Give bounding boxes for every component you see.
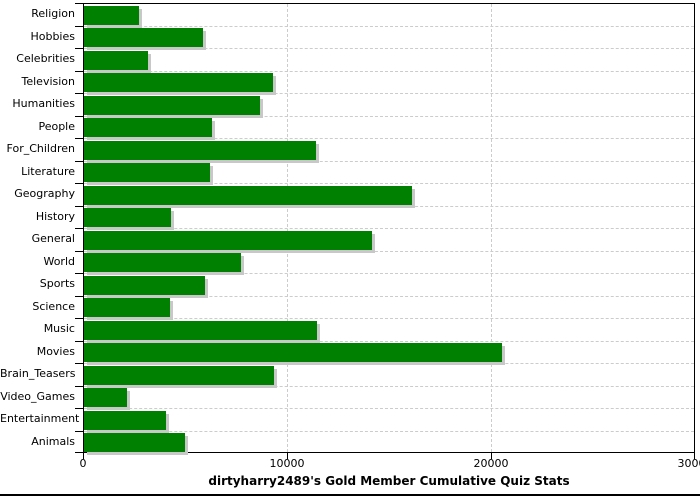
y-axis-tick [75, 138, 83, 139]
category-label: Movies [36, 344, 75, 358]
bar-general [84, 230, 372, 250]
vertical-gridline [490, 4, 492, 452]
horizontal-gridline [84, 93, 694, 94]
y-axis-tick [75, 273, 83, 274]
category-label: Celebrities [16, 52, 75, 65]
category-label: For_Children [6, 142, 75, 155]
plot-area [83, 3, 695, 453]
x-axis-tick [287, 453, 288, 459]
horizontal-gridline [84, 183, 694, 184]
y-axis-tick [75, 205, 83, 207]
category-label: Music [43, 322, 75, 335]
category-label: Brain_Teasers [0, 367, 76, 380]
y-axis-tick [75, 318, 83, 319]
y-axis-tick [75, 408, 83, 409]
y-axis-tick [75, 295, 83, 297]
category-label: Television [21, 74, 76, 88]
bar-celebrities [84, 50, 149, 70]
category-label: Hobbies [30, 29, 75, 43]
y-axis-tick [75, 385, 83, 387]
y-axis-tick [75, 25, 83, 27]
horizontal-gridline [84, 205, 694, 207]
bar-science [84, 298, 171, 317]
vertical-gridline [287, 4, 289, 452]
y-axis-tick [75, 430, 83, 432]
bar-literature [84, 163, 211, 182]
x-axis-tick [491, 453, 492, 459]
category-label: General [31, 232, 75, 245]
horizontal-gridline [84, 430, 694, 432]
horizontal-gridline [84, 48, 694, 49]
bar-animals [84, 433, 185, 452]
horizontal-gridline [84, 250, 694, 252]
bar-television [84, 73, 274, 92]
bar-history [84, 208, 172, 227]
bar-world [84, 253, 241, 272]
bar-for_children [84, 140, 316, 160]
category-label: Animals [31, 434, 75, 448]
bar-entertainment [84, 410, 167, 430]
y-axis-tick [75, 115, 83, 117]
category-label: Science [32, 299, 75, 313]
y-axis-tick [75, 3, 83, 4]
bar-brain_teasers [84, 365, 275, 385]
category-label: Literature [21, 164, 75, 178]
horizontal-gridline [84, 115, 694, 117]
horizontal-gridline [84, 70, 694, 72]
horizontal-gridline [84, 363, 694, 364]
category-label: World [43, 254, 75, 268]
horizontal-gridline [84, 160, 694, 162]
category-label: Sports [39, 277, 75, 290]
y-axis-tick [75, 160, 83, 162]
bar-humanities [84, 95, 260, 115]
category-label: Humanities [12, 97, 75, 110]
bar-geography [84, 185, 413, 205]
horizontal-gridline [84, 318, 694, 319]
y-axis-tick [75, 93, 83, 94]
category-label: Religion [31, 7, 75, 20]
horizontal-gridline [84, 340, 694, 342]
y-axis-tick [75, 70, 83, 72]
x-axis-tick-label: 20000 [473, 457, 509, 470]
y-axis-tick [75, 48, 83, 49]
category-label: Entertainment [0, 412, 80, 425]
y-axis-tick [75, 228, 83, 229]
y-axis-labels: Religion Hobbies Celebrities Television Huma… [0, 3, 80, 453]
y-axis-tick [75, 183, 83, 184]
horizontal-gridline [84, 295, 694, 297]
horizontal-gridline [84, 228, 694, 229]
bar-movies [84, 343, 502, 362]
horizontal-gridline [84, 138, 694, 139]
y-axis-tick [75, 452, 83, 453]
bar-religion [84, 5, 139, 25]
y-axis-tick [75, 363, 83, 364]
x-axis-tick-label: 30000 [677, 457, 700, 470]
bar-people [84, 118, 213, 137]
horizontal-gridline [84, 385, 694, 387]
x-axis-tick [694, 453, 695, 459]
chart-title: dirtyharry2489's Gold Member Cumulative … [208, 474, 570, 488]
category-label: People [38, 119, 75, 133]
x-axis-tick [83, 453, 84, 459]
bar-hobbies [84, 28, 203, 47]
horizontal-gridline [84, 25, 694, 27]
horizontal-gridline [84, 408, 694, 409]
category-label: History [35, 209, 75, 223]
bar-video_games [84, 388, 127, 407]
category-label: Video_Games [0, 389, 75, 403]
y-axis-tick [75, 250, 83, 252]
x-axis-tick-label: 0 [79, 457, 87, 470]
x-axis-tick-label: 10000 [269, 457, 305, 470]
bar-sports [84, 275, 205, 295]
horizontal-gridline [84, 273, 694, 274]
bottom-divider [0, 494, 700, 496]
category-label: Geography [14, 187, 75, 200]
bar-music [84, 320, 317, 340]
y-axis-tick [75, 340, 83, 342]
